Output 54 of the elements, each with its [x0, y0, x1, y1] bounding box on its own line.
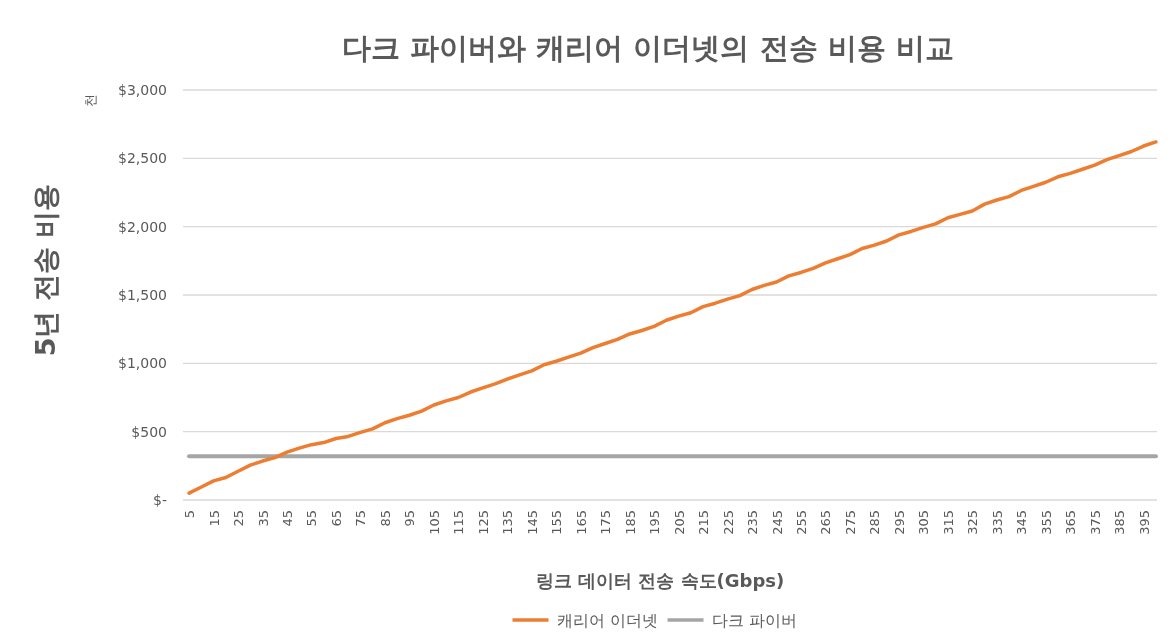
x-tick-label: 205 — [671, 510, 687, 535]
x-tick-label: 45 — [280, 510, 296, 527]
y-tick-label: $500 — [131, 423, 167, 440]
x-tick-label: 75 — [353, 510, 369, 527]
x-tick-label: 355 — [1038, 510, 1054, 535]
x-tick-label: 395 — [1136, 510, 1152, 535]
x-tick-label: 195 — [647, 510, 663, 535]
x-tick-label: 215 — [696, 510, 712, 535]
x-tick-label: 305 — [916, 510, 932, 535]
y-tick-label: $2,500 — [118, 150, 167, 167]
x-tick-label: 185 — [622, 510, 638, 535]
legend-label: 캐리어 이더넷 — [556, 611, 658, 630]
x-tick-label: 55 — [304, 510, 320, 527]
x-tick-label: 255 — [793, 510, 809, 535]
x-tick-label: 345 — [1014, 510, 1030, 535]
x-tick-label: 275 — [842, 510, 858, 535]
x-tick-label: 295 — [891, 510, 907, 535]
x-tick-label: 25 — [231, 510, 247, 527]
y-tick-label: $2,000 — [118, 218, 167, 235]
x-tick-label: 125 — [475, 510, 491, 535]
y-tick-label: $1,500 — [118, 287, 167, 303]
x-tick-label: 245 — [769, 510, 785, 535]
x-tick-label: 375 — [1087, 510, 1103, 535]
x-tick-label: 365 — [1063, 510, 1079, 535]
x-tick-label: 95 — [402, 510, 418, 527]
x-tick-label: 5 — [182, 510, 198, 519]
y-tick-label: $3,000 — [118, 82, 167, 98]
x-tick-label: 385 — [1112, 510, 1128, 535]
x-tick-label: 325 — [965, 510, 981, 535]
x-tick-label: 285 — [867, 510, 883, 535]
x-tick-label: 145 — [524, 510, 540, 535]
y-tick-label: $1,000 — [118, 355, 167, 372]
x-tick-label: 225 — [720, 510, 736, 535]
x-tick-label: 235 — [745, 510, 761, 535]
legend-label: 다크 파이버 — [711, 611, 797, 630]
x-tick-label: 85 — [377, 510, 393, 527]
x-tick-label: 65 — [328, 510, 344, 527]
x-tick-label: 165 — [573, 510, 589, 535]
x-tick-label: 115 — [451, 510, 467, 535]
x-tick-label: 315 — [940, 510, 956, 535]
x-tick-label: 105 — [426, 510, 442, 535]
x-tick-label: 265 — [818, 510, 834, 535]
x-tick-label: 335 — [989, 510, 1005, 535]
x-tick-label: 135 — [500, 510, 516, 535]
x-axis-title: 링크 데이터 전송 속도(Gbps) — [535, 570, 785, 591]
x-tick-label: 155 — [549, 510, 565, 535]
y-axis-title: 5년 전송 비용 — [30, 183, 61, 357]
text: 천 — [83, 93, 98, 107]
x-tick-label: 35 — [255, 510, 271, 527]
line-series — [187, 140, 1158, 495]
chart-title: 다크 파이버와 캐리어 이더넷의 전송 비용 비교 — [342, 31, 954, 65]
x-tick-label: 15 — [206, 510, 222, 527]
x-tick-label: 175 — [598, 510, 614, 535]
y-tick-label: $- — [153, 492, 167, 508]
